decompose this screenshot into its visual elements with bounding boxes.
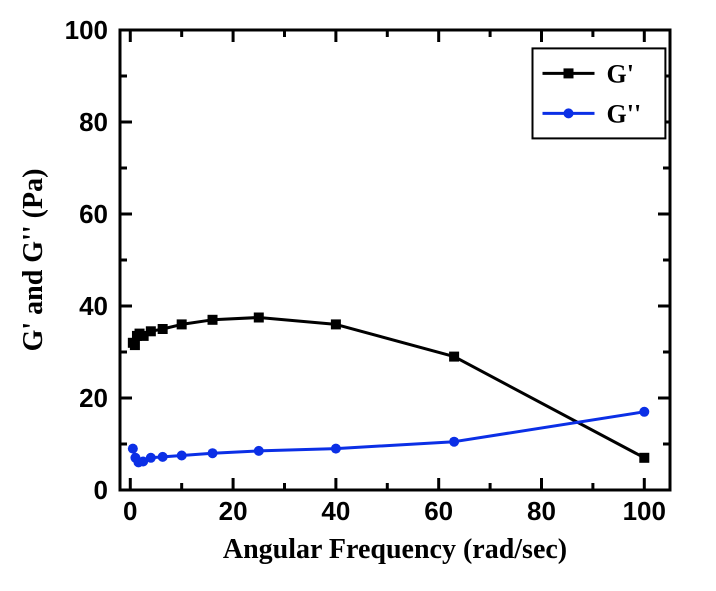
x-axis-label: Angular Frequency (rad/sec) xyxy=(223,534,567,565)
marker-circle xyxy=(449,437,459,447)
y-tick-label: 60 xyxy=(79,199,108,229)
legend-label-G': G' xyxy=(607,60,634,89)
marker-circle xyxy=(177,451,187,461)
marker-circle xyxy=(639,407,649,417)
y-axis-label: G' and G'' (Pa) xyxy=(18,169,49,352)
marker-square xyxy=(639,453,649,463)
x-tick-label: 0 xyxy=(123,496,137,526)
rheology-chart: 0 20 40 60 80 100 0 20 40 60 80 100 Angular Frequenc… xyxy=(0,0,716,591)
marker-square xyxy=(146,326,156,336)
y-tick-label: 20 xyxy=(79,383,108,413)
legend-box xyxy=(533,48,666,138)
x-tick-label: 100 xyxy=(623,496,666,526)
x-tick-label: 60 xyxy=(424,496,453,526)
y-tick-label: 40 xyxy=(79,291,108,321)
marker-square xyxy=(254,313,264,323)
marker-square xyxy=(331,319,341,329)
marker-circle xyxy=(158,452,168,462)
chart-svg: 0 20 40 60 80 100 0 20 40 60 80 100 Angular Frequenc… xyxy=(0,0,716,591)
x-tick-label: 20 xyxy=(219,496,248,526)
legend-label-G'': G'' xyxy=(607,100,642,129)
marker-circle xyxy=(128,444,138,454)
marker-square xyxy=(208,315,218,325)
x-tick-label: 40 xyxy=(321,496,350,526)
marker-circle xyxy=(146,453,156,463)
marker-square xyxy=(449,352,459,362)
x-tick-label: 80 xyxy=(527,496,556,526)
marker-square xyxy=(158,324,168,334)
marker-square xyxy=(177,319,187,329)
marker-circle xyxy=(331,444,341,454)
y-tick-label: 80 xyxy=(79,107,108,137)
marker-circle xyxy=(208,448,218,458)
y-tick-label: 0 xyxy=(94,475,108,505)
marker-square xyxy=(130,340,140,350)
y-tick-label: 100 xyxy=(65,15,108,45)
marker-circle xyxy=(254,446,264,456)
